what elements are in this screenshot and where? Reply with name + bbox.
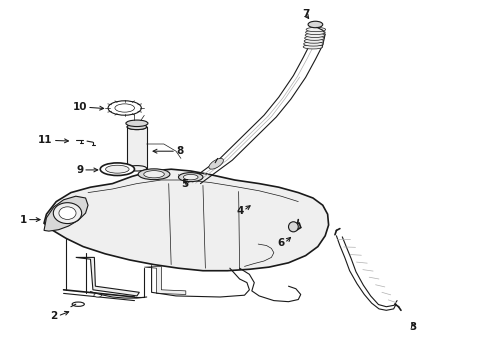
Polygon shape: [144, 266, 185, 294]
Ellipse shape: [72, 302, 84, 306]
Ellipse shape: [303, 45, 322, 49]
Polygon shape: [76, 257, 139, 296]
Ellipse shape: [304, 36, 324, 40]
Text: 4: 4: [236, 206, 243, 216]
Polygon shape: [44, 169, 328, 271]
Ellipse shape: [305, 30, 325, 35]
Polygon shape: [44, 196, 88, 231]
Ellipse shape: [288, 222, 298, 232]
Ellipse shape: [105, 165, 129, 173]
Ellipse shape: [178, 173, 203, 181]
Ellipse shape: [305, 33, 324, 37]
Text: 8: 8: [176, 146, 183, 156]
Ellipse shape: [183, 175, 198, 180]
Ellipse shape: [115, 104, 134, 112]
Text: 1: 1: [20, 215, 27, 225]
Text: 11: 11: [38, 135, 53, 145]
Text: 7: 7: [301, 9, 309, 19]
Ellipse shape: [100, 163, 134, 175]
Ellipse shape: [108, 101, 141, 115]
Polygon shape: [127, 127, 146, 168]
Ellipse shape: [143, 171, 164, 178]
Ellipse shape: [127, 124, 146, 130]
Ellipse shape: [53, 203, 81, 224]
Text: 5: 5: [181, 179, 188, 189]
Text: 2: 2: [50, 311, 58, 321]
Ellipse shape: [94, 293, 102, 297]
Ellipse shape: [208, 158, 223, 169]
Ellipse shape: [307, 21, 322, 28]
Ellipse shape: [305, 27, 325, 32]
Ellipse shape: [127, 166, 146, 171]
Text: 10: 10: [72, 102, 87, 112]
Ellipse shape: [126, 120, 147, 127]
Text: 3: 3: [409, 322, 416, 332]
Text: 6: 6: [277, 238, 284, 248]
Ellipse shape: [127, 124, 146, 130]
Text: 9: 9: [76, 165, 83, 175]
Ellipse shape: [138, 169, 170, 180]
Ellipse shape: [303, 42, 323, 46]
Ellipse shape: [59, 207, 76, 220]
Ellipse shape: [304, 39, 323, 43]
